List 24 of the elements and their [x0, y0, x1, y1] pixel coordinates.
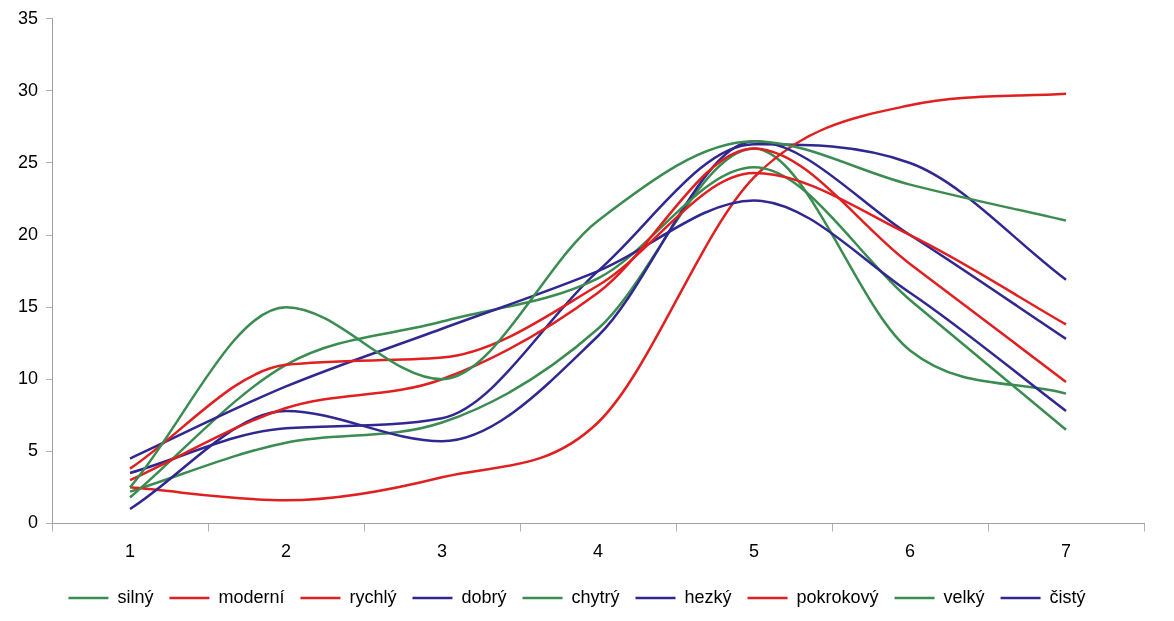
y-tick-label: 0: [28, 512, 39, 533]
y-tick-label: 15: [17, 296, 39, 317]
y-tick-label: 5: [28, 440, 39, 461]
x-tick-label: 2: [281, 541, 292, 562]
legend-label: pokrokový: [796, 586, 879, 607]
x-tick-label: 6: [905, 541, 916, 562]
legend-label: rychlý: [349, 586, 397, 607]
y-tick-label: 30: [17, 79, 39, 100]
x-tick-label: 5: [749, 541, 760, 562]
legend-label: hezký: [684, 586, 732, 607]
x-tick-label: 3: [437, 541, 448, 562]
legend-label: moderní: [218, 586, 285, 607]
legend-label: čistý: [1049, 586, 1086, 607]
y-tick-label: 35: [17, 7, 39, 28]
legend-label: dobrý: [461, 586, 507, 607]
x-tick-label: 4: [593, 541, 604, 562]
y-tick-label: 20: [17, 224, 39, 245]
legend-label: velký: [943, 586, 985, 607]
legend-label: chytrý: [571, 586, 620, 607]
legend-label: silný: [117, 586, 154, 607]
x-tick-label: 1: [125, 541, 136, 562]
y-tick-label: 25: [17, 151, 39, 172]
x-tick-label: 7: [1060, 541, 1072, 562]
y-tick-label: 10: [17, 368, 39, 389]
